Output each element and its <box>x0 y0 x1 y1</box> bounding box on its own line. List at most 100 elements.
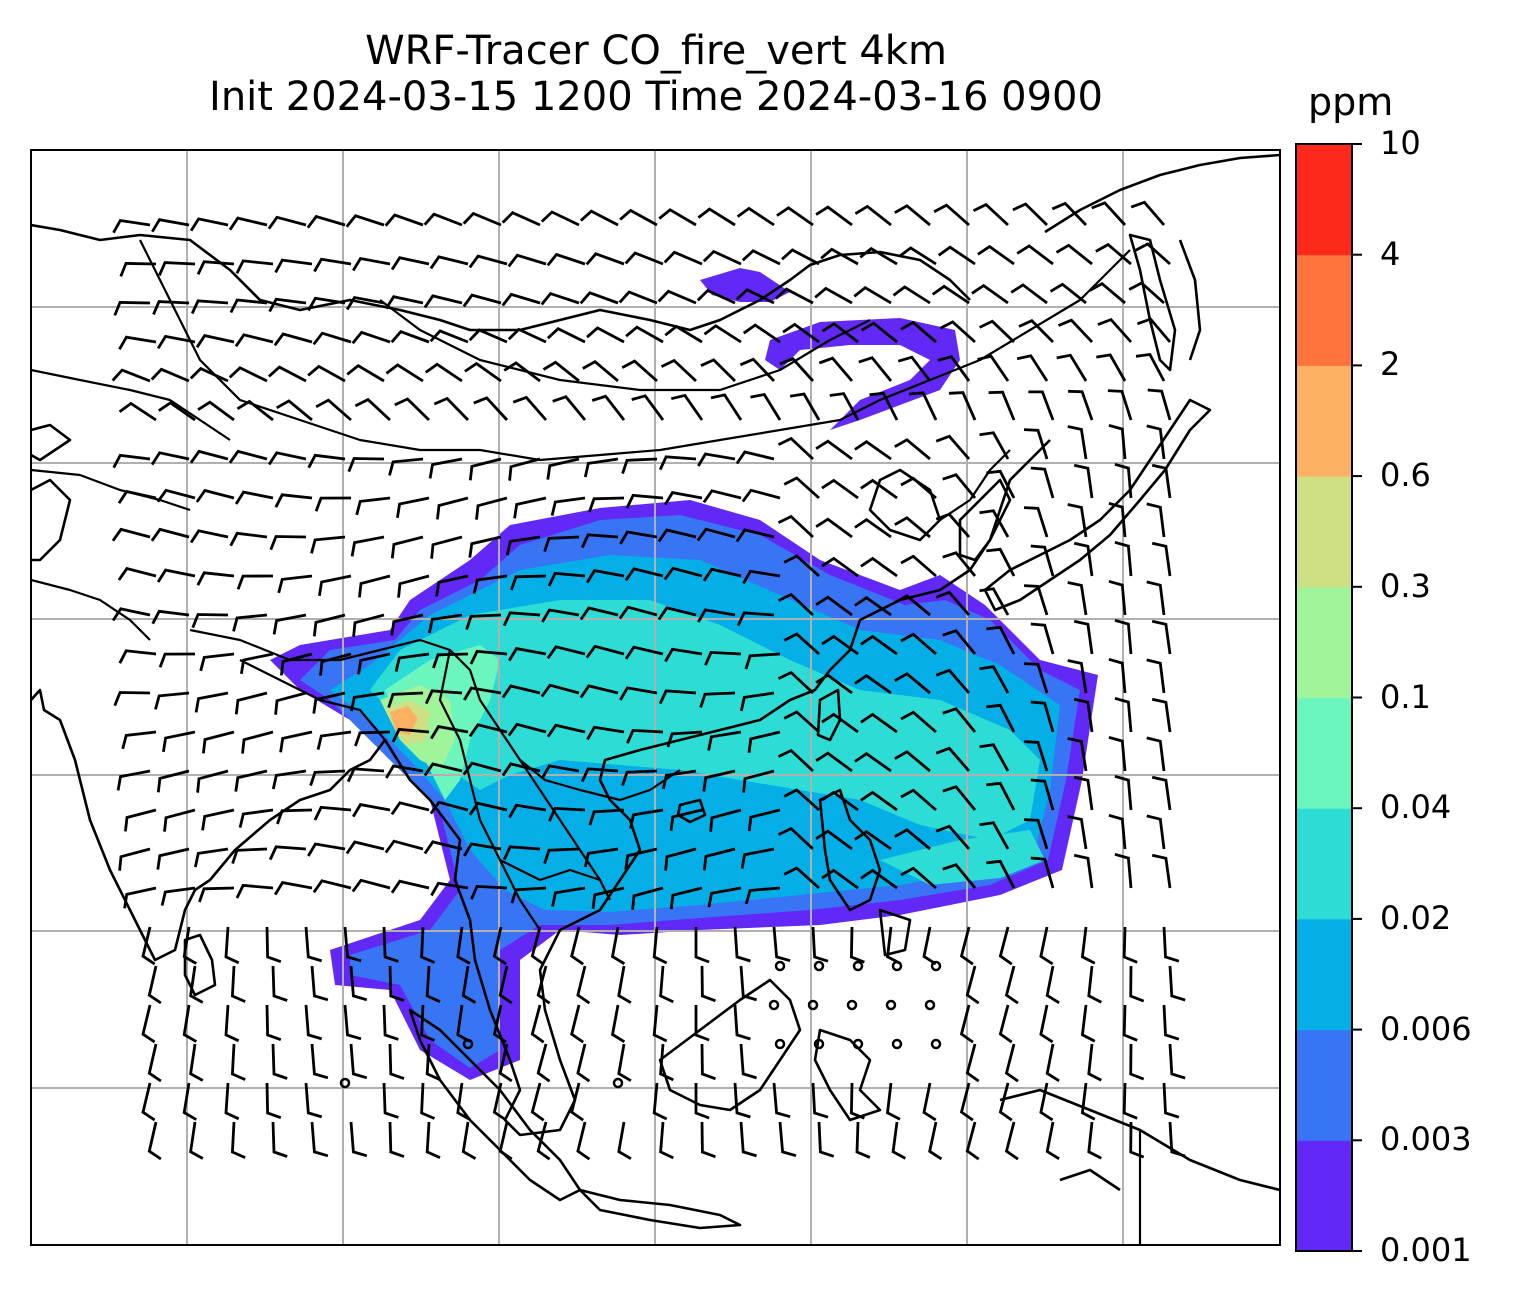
wind-barb <box>1016 354 1049 382</box>
colorbar-tick-label: 10 <box>1380 124 1421 162</box>
wind-barb <box>271 965 288 1002</box>
wind-barb <box>157 334 196 350</box>
wind-barb <box>468 801 508 816</box>
wind-barb-calm <box>774 1038 786 1050</box>
coastline-bohai <box>868 468 942 542</box>
wind-barb <box>821 868 859 890</box>
wind-barb <box>854 204 892 227</box>
wind-barb <box>271 1121 288 1158</box>
border-mongolia <box>379 299 871 392</box>
wind-barb <box>343 926 362 963</box>
wind-barb <box>1122 1004 1138 1042</box>
wind-barb <box>508 457 541 481</box>
wind-barb-calm <box>813 1038 825 1050</box>
wind-barb <box>709 808 742 832</box>
wind-barb <box>978 319 1015 344</box>
wind-barb <box>699 691 736 708</box>
wind-barb <box>462 761 502 776</box>
wind-barb <box>265 1082 282 1120</box>
wind-barb <box>815 595 853 617</box>
wind-barb <box>1023 584 1049 616</box>
wind-barb <box>576 965 591 1005</box>
wind-barb <box>585 252 625 266</box>
colorbar-tick-label: 4 <box>1380 234 1401 273</box>
wind-barb <box>121 730 157 750</box>
wind-barb <box>191 613 229 629</box>
colorbar-ticks <box>1352 143 1362 1252</box>
wind-barb <box>739 691 775 712</box>
wind-barb <box>117 489 157 504</box>
wind-barb <box>349 965 368 1002</box>
wind-barb <box>475 496 508 520</box>
wind-barb <box>501 211 541 227</box>
wind-barb <box>503 361 541 383</box>
wind-barb <box>777 826 814 851</box>
wind-barb <box>280 652 313 676</box>
wind-barb <box>815 751 853 773</box>
wind-barb <box>312 613 346 637</box>
wind-barb <box>423 212 463 227</box>
wind-barb <box>1073 853 1094 889</box>
wind-barb <box>382 926 399 963</box>
colorbar-segment <box>1296 254 1352 366</box>
wind-barb <box>228 449 268 464</box>
wind-barb <box>580 767 619 783</box>
wind-barb <box>351 878 391 893</box>
wind-barb <box>420 1004 436 1042</box>
wind-barb <box>501 684 541 699</box>
wind-barb <box>429 329 469 344</box>
wind-barb <box>147 1043 162 1083</box>
wind-barb <box>354 730 391 747</box>
wind-barb <box>657 289 697 305</box>
wind-barb <box>570 1082 584 1122</box>
wind-barb <box>1168 965 1186 1002</box>
wind-barb <box>697 608 736 623</box>
wind-barb <box>349 1043 368 1080</box>
wind-barb <box>349 691 385 712</box>
colorbar-segment <box>1296 365 1352 477</box>
wind-barb <box>230 1121 246 1159</box>
wind-barb <box>1039 1082 1054 1122</box>
wind-barb <box>277 574 313 594</box>
wind-barb <box>154 691 190 710</box>
wind-barb <box>625 493 664 509</box>
wind-barb <box>1030 778 1055 811</box>
wind-barb <box>347 457 385 473</box>
wind-barb <box>193 847 229 868</box>
wind-barb <box>1010 283 1048 305</box>
wind-barb <box>1039 926 1054 966</box>
wind-barb <box>508 647 547 662</box>
wind-barb <box>659 1043 674 1082</box>
wind-barb <box>702 249 742 266</box>
wind-barb <box>196 571 235 586</box>
wind-barb <box>425 1121 441 1159</box>
wind-barb <box>781 248 820 266</box>
wind-barb <box>158 652 196 668</box>
wind-barb <box>201 808 235 831</box>
wind-barb <box>744 652 781 670</box>
wind-barb <box>235 259 274 275</box>
wind-barb <box>199 652 235 672</box>
wind-barb <box>942 551 977 577</box>
wind-barb <box>224 926 240 965</box>
wind-barb <box>388 1043 405 1080</box>
wind-barb <box>937 245 976 266</box>
wind-barb <box>1108 579 1127 616</box>
wind-barb-calm <box>891 960 903 972</box>
wind-barb <box>502 611 541 627</box>
wind-barb <box>268 845 307 861</box>
wind-barb <box>663 250 703 266</box>
wind-barb <box>310 535 346 554</box>
wind-barb <box>276 808 313 825</box>
colorbar-segment <box>1296 1140 1352 1252</box>
wind-barb <box>1151 541 1172 577</box>
wind-barb <box>307 296 346 312</box>
wind-barb <box>811 1082 829 1119</box>
wind-barb <box>390 330 430 344</box>
wind-barb <box>234 769 268 792</box>
wind-barb <box>123 886 157 909</box>
wind-barb <box>1114 618 1133 655</box>
wind-barb <box>543 535 580 553</box>
wind-barb <box>1114 540 1133 577</box>
wind-barb <box>739 1043 758 1080</box>
